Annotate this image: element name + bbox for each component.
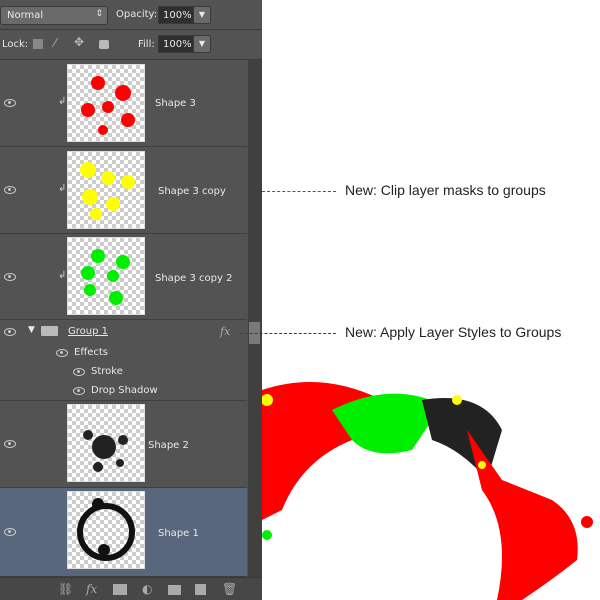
adjustment-icon[interactable]: ◐ — [142, 582, 153, 596]
clip-arrow-icon: ↲ — [58, 270, 67, 281]
layer-name: Shape 3 copy 2 — [155, 273, 233, 284]
layer-name: Shape 1 — [158, 528, 199, 539]
expand-triangle-icon[interactable]: ▼ — [28, 325, 35, 335]
visibility-eye-icon[interactable] — [4, 273, 16, 281]
updown-icon: ⇕ — [95, 9, 103, 19]
layer-row-shape-1[interactable]: Shape 1 — [0, 488, 247, 577]
visibility-eye-icon[interactable] — [4, 328, 16, 336]
fill-dropdown[interactable]: ▼ — [193, 35, 211, 53]
canvas-artwork — [262, 382, 593, 600]
link-icon[interactable]: ⛓ — [58, 582, 74, 596]
stroke-eye-icon[interactable] — [73, 368, 85, 376]
annotation-line — [240, 333, 336, 334]
annotation-styles: New: Apply Layer Styles to Groups — [345, 324, 562, 340]
lock-row: Lock: ⁄ ✥ Fill: 100% ▼ — [0, 30, 262, 60]
scrollbar[interactable] — [248, 60, 262, 577]
effect-drop-shadow[interactable]: Drop Shadow — [91, 385, 158, 396]
drop-shadow-eye-icon[interactable] — [73, 387, 85, 395]
folder-icon[interactable] — [168, 585, 181, 595]
layer-row-shape-3-copy[interactable]: ↲ Shape 3 copy — [0, 147, 247, 234]
lock-all-icon[interactable] — [99, 40, 109, 49]
layer-thumbnail — [67, 64, 145, 142]
fx-icon[interactable]: fx — [220, 325, 231, 338]
blend-mode-select[interactable]: Normal ⇕ — [0, 6, 108, 25]
layer-name: Group 1 — [68, 326, 108, 337]
clip-arrow-icon: ↲ — [58, 96, 67, 107]
visibility-eye-icon[interactable] — [4, 99, 16, 107]
visibility-eye-icon[interactable] — [4, 186, 16, 194]
visibility-eye-icon[interactable] — [4, 440, 16, 448]
visibility-eye-icon[interactable] — [4, 528, 16, 536]
lock-label: Lock: — [2, 39, 29, 50]
layer-row-shape-3-copy-2[interactable]: ↲ Shape 3 copy 2 — [0, 234, 247, 320]
layer-row-group-1[interactable]: ▼ Group 1 fx Effects Stroke Drop Shadow — [0, 320, 247, 401]
trash-icon[interactable]: 🗑 — [222, 582, 238, 596]
effect-stroke[interactable]: Stroke — [91, 366, 123, 377]
effects-eye-icon[interactable] — [56, 349, 68, 357]
lock-brush-icon[interactable]: ⁄ — [54, 36, 57, 50]
layers-panel: Normal ⇕ Opacity: 100% ▼ Lock: ⁄ ✥ Fill: … — [0, 0, 262, 600]
blend-row: Normal ⇕ Opacity: 100% ▼ — [0, 0, 262, 30]
layer-thumbnail — [67, 151, 145, 229]
lock-move-icon[interactable]: ✥ — [74, 35, 85, 49]
layer-thumbnail — [67, 491, 145, 569]
effects-label: Effects — [74, 347, 108, 358]
fx-icon[interactable]: fx — [86, 582, 98, 596]
layer-row-shape-2[interactable]: Shape 2 — [0, 401, 247, 488]
mask-icon[interactable] — [113, 584, 127, 595]
layer-name: Shape 2 — [148, 440, 189, 451]
panel-footer: ⛓ fx ◐ 🗑 — [0, 577, 262, 600]
new-layer-icon[interactable] — [195, 584, 206, 595]
layer-thumbnail — [67, 404, 145, 482]
lock-transparency-icon[interactable] — [33, 39, 43, 49]
blend-mode-value: Normal — [7, 10, 44, 21]
fill-label: Fill: — [138, 39, 155, 50]
layer-thumbnail — [67, 237, 145, 315]
opacity-dropdown[interactable]: ▼ — [193, 6, 211, 24]
annotation-line — [262, 191, 336, 192]
layer-row-shape-3[interactable]: ↲ Shape 3 — [0, 60, 247, 147]
annotation-clip: New: Clip layer masks to groups — [345, 182, 546, 198]
layer-name: Shape 3 copy — [158, 186, 226, 197]
folder-icon — [41, 326, 58, 336]
clip-arrow-icon: ↲ — [58, 183, 67, 194]
opacity-label: Opacity: — [116, 9, 158, 20]
layer-name: Shape 3 — [155, 98, 196, 109]
